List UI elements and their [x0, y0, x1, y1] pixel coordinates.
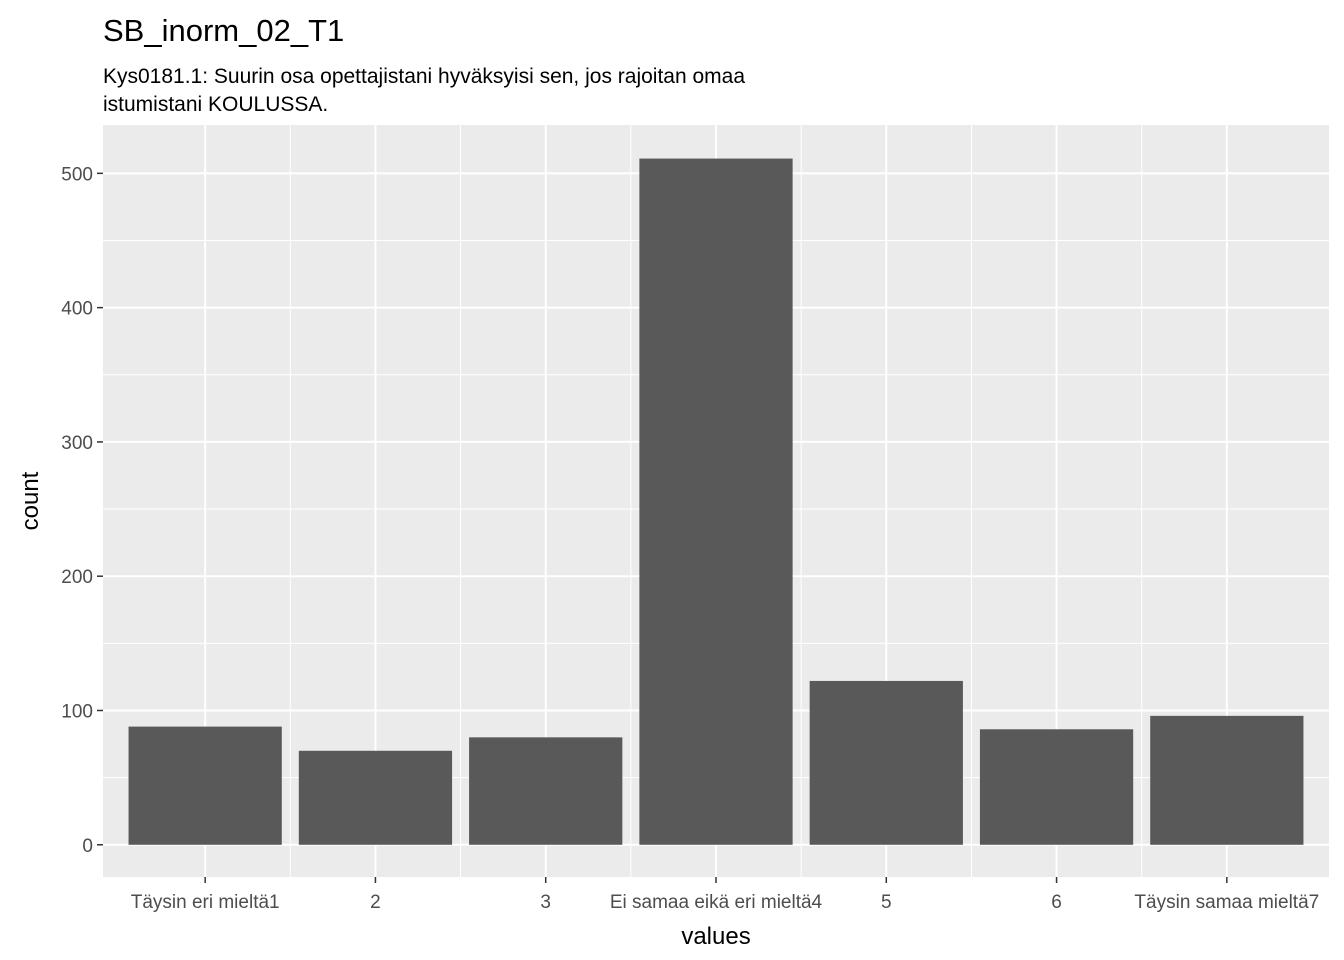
y-tick-label: 400 — [61, 299, 93, 320]
bar — [809, 680, 963, 845]
bars — [128, 158, 1304, 845]
y-tick-label: 300 — [61, 433, 93, 454]
x-tick-label: Ei samaa eikä eri mieltä4 — [610, 892, 823, 913]
x-tick-label: 6 — [1051, 892, 1062, 913]
y-axis-title: count — [17, 471, 44, 530]
chart-subtitle-line-1: Kys0181.1: Suurin osa opettajistani hyvä… — [103, 65, 745, 88]
x-axis: Täysin eri mieltä1 2 3 Ei samaa eikä eri mi… — [131, 877, 1319, 913]
bar — [979, 729, 1134, 845]
y-tick-label: 200 — [61, 567, 93, 588]
bar — [1150, 715, 1304, 845]
x-tick-label: 5 — [881, 892, 892, 913]
y-tick-label: 500 — [61, 164, 93, 185]
bar — [128, 726, 282, 845]
x-tick-label: 3 — [540, 892, 551, 913]
chart-subtitle-line-2: istumistani KOULUSSA. — [103, 93, 328, 116]
bar — [469, 737, 623, 845]
x-tick-label: 2 — [370, 892, 381, 913]
x-tick-label: Täysin samaa mieltä7 — [1134, 892, 1319, 913]
bar — [298, 750, 453, 845]
chart-title: SB_inorm_02_T1 — [103, 13, 344, 48]
y-axis: 0 100 200 300 400 500 — [61, 164, 103, 857]
bar — [639, 158, 793, 845]
y-tick-label: 0 — [82, 836, 93, 857]
y-tick-label: 100 — [61, 701, 93, 722]
x-axis-title: values — [681, 923, 750, 950]
x-tick-label: Täysin eri mieltä1 — [131, 892, 280, 913]
